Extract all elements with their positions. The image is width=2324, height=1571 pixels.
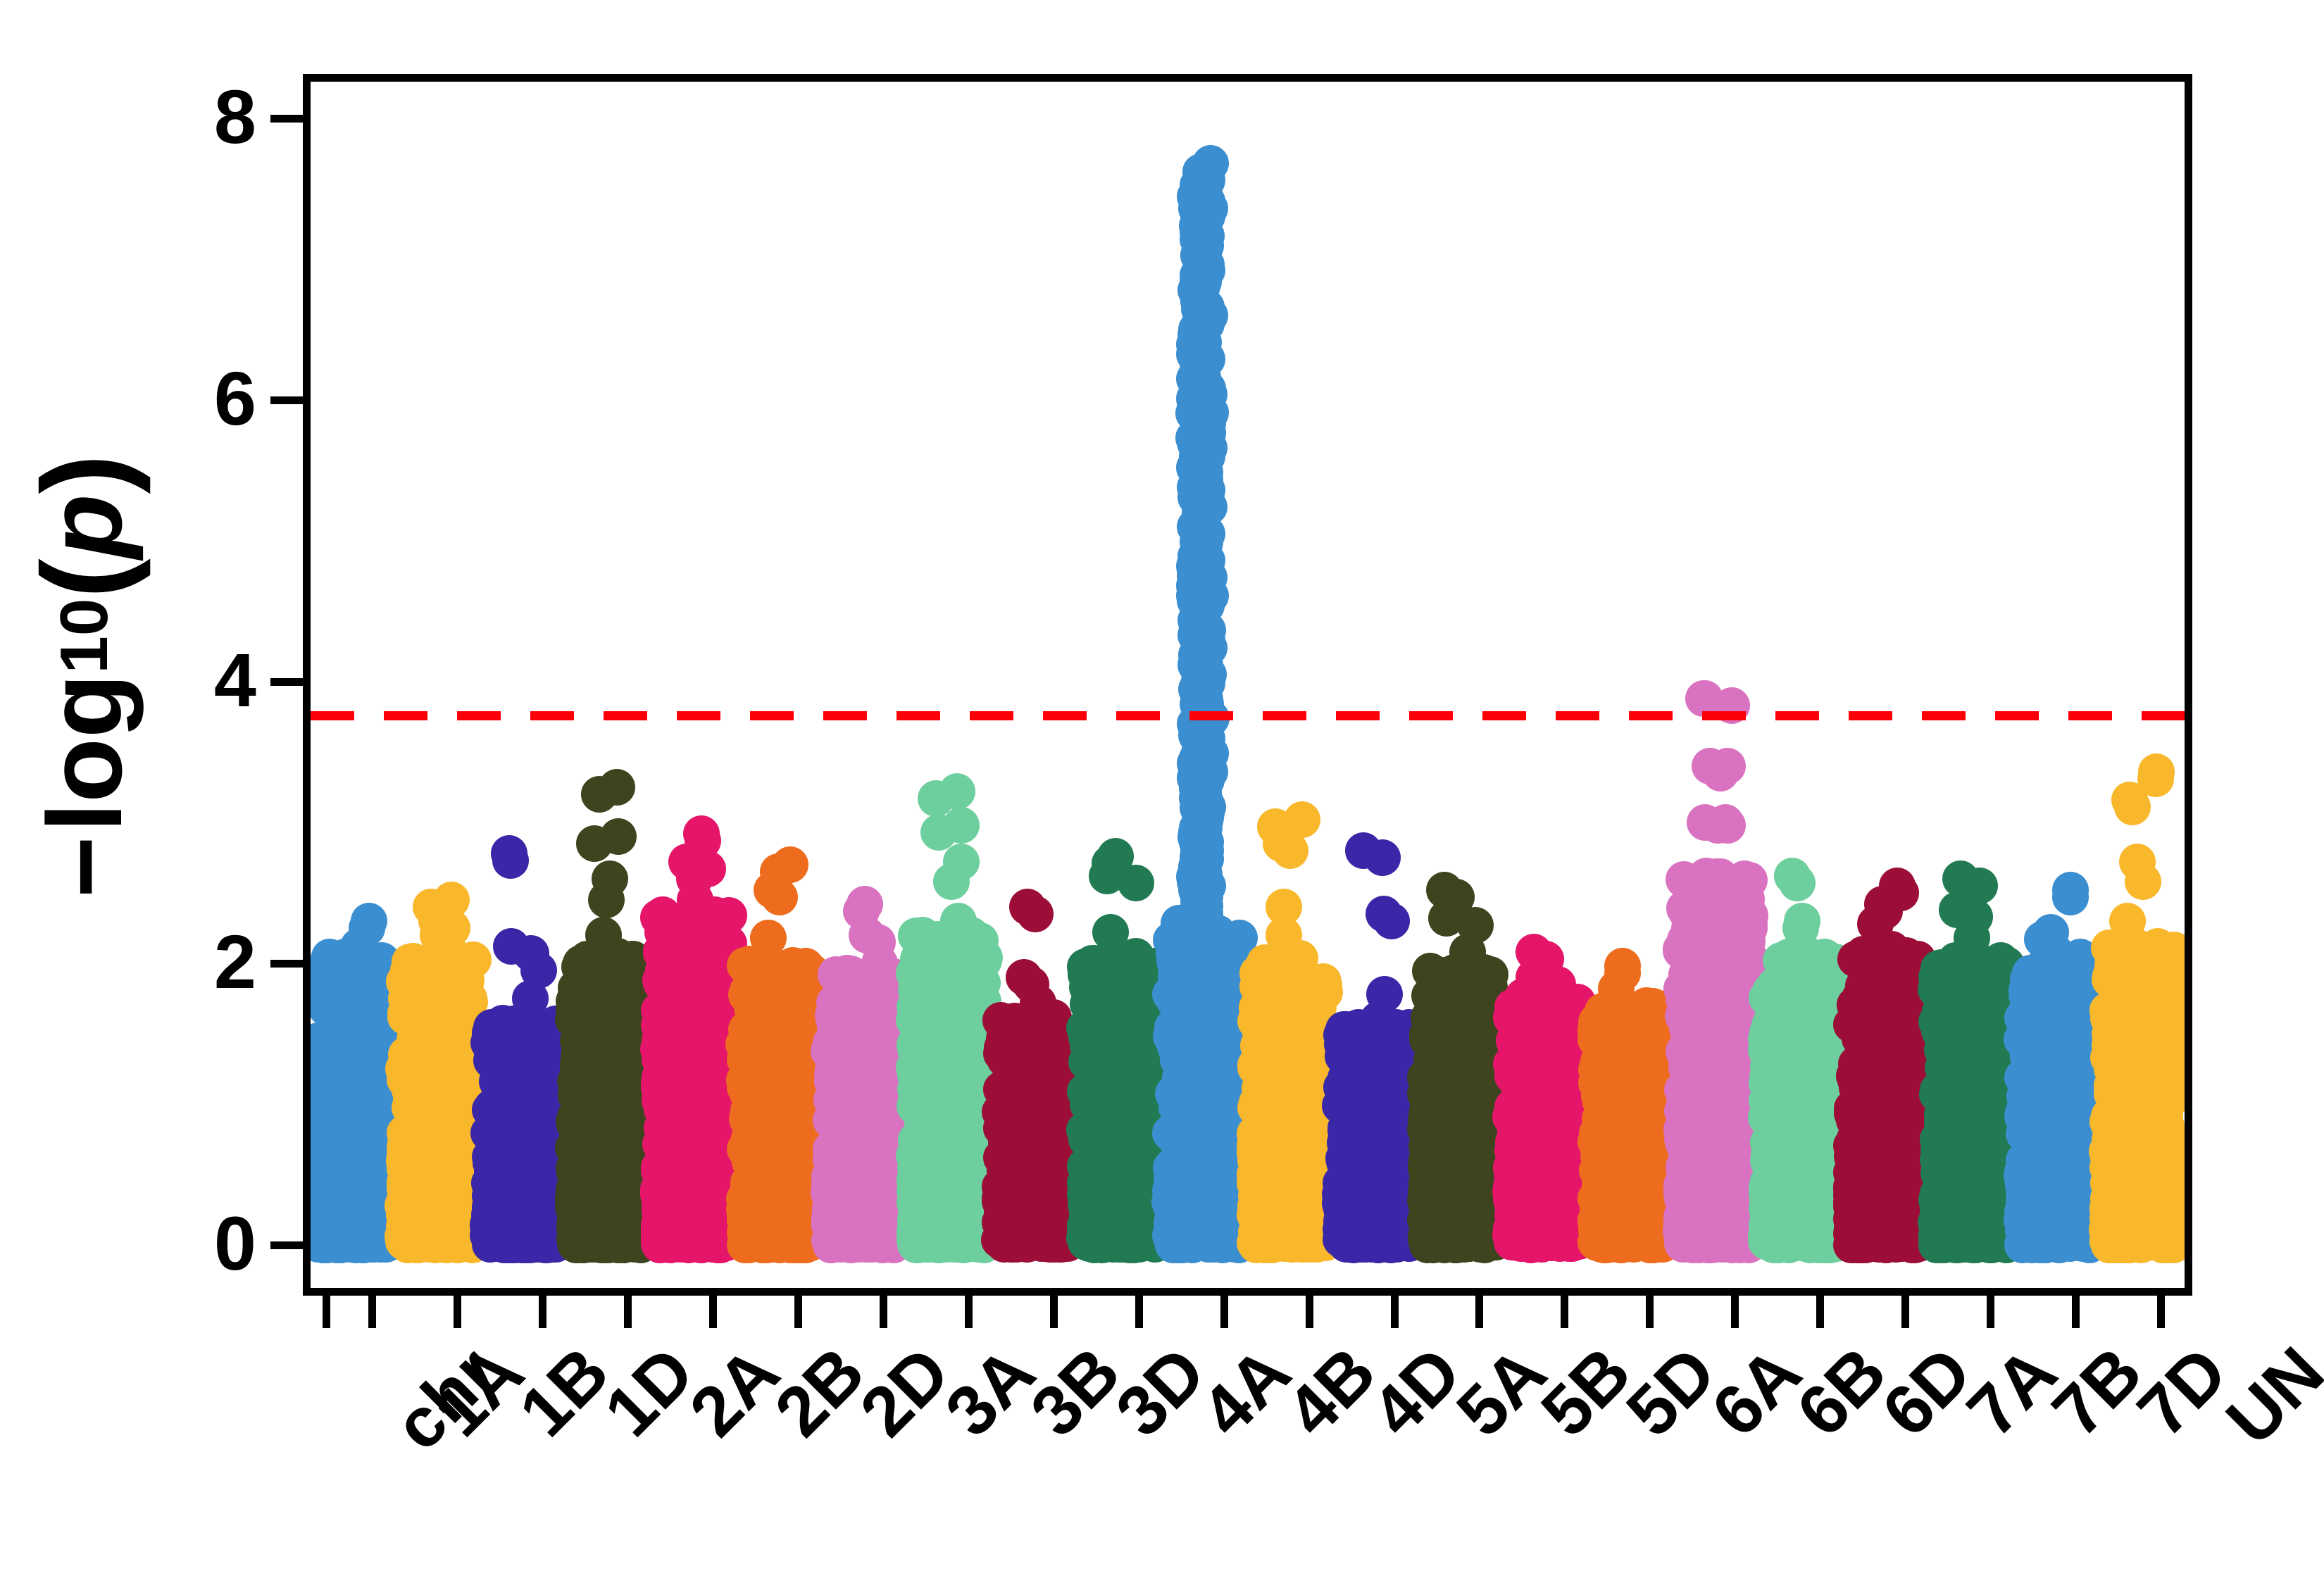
y-axis-open-paren: ( [18, 558, 151, 599]
plot-frame [303, 74, 2192, 1296]
y-axis-tick-mark [270, 960, 303, 968]
x-axis-tick-mark [1305, 1296, 1313, 1328]
y-axis-minus-sign: − [25, 836, 144, 899]
y-axis-tick-label: 4 [213, 637, 256, 722]
scatter-point [653, 989, 690, 1027]
x-axis-tick-mark [2157, 1296, 2166, 1328]
x-axis-tick-mark [879, 1296, 887, 1328]
y-axis-tick-label: 6 [213, 356, 256, 441]
scatter-point [559, 1022, 596, 1060]
scatter-point [587, 882, 625, 918]
x-axis-tick-mark [1049, 1296, 1058, 1328]
x-axis-tick-mark [1731, 1296, 1739, 1328]
scatter-point [336, 938, 373, 975]
scatter-point [646, 1022, 684, 1060]
x-axis-tick-label: UN [2211, 1332, 2324, 1460]
scatter-point [522, 1208, 559, 1246]
scatter-point [485, 1213, 523, 1250]
x-axis-tick-mark [368, 1296, 377, 1328]
scatter-point [595, 1049, 632, 1087]
y-axis-title: − log 10(p) [18, 359, 151, 993]
scatter-point [478, 1063, 516, 1100]
y-axis-tick-label: 8 [213, 74, 256, 159]
y-axis-tick-mark [270, 115, 303, 123]
x-axis-tick-mark [538, 1296, 546, 1328]
scatter-point [761, 879, 798, 915]
scatter-point [339, 1036, 376, 1073]
y-axis-tick-mark [270, 396, 303, 404]
x-axis-tick-mark [454, 1296, 462, 1328]
x-axis-tick-mark [964, 1296, 973, 1328]
x-axis-tick-mark [1390, 1296, 1399, 1328]
y-axis-log-base: 10 [46, 598, 122, 674]
x-axis-tick-mark [1816, 1296, 1825, 1328]
scatter-points-layer [311, 82, 2185, 1288]
scatter-point [581, 776, 618, 813]
scatter-point [415, 959, 452, 996]
scatter-point [739, 1106, 777, 1143]
scatter-point [680, 903, 718, 939]
scatter-point [495, 1179, 532, 1217]
x-axis-tick-mark [1987, 1296, 1995, 1328]
plot-area [311, 82, 2185, 1288]
scatter-point [484, 1004, 521, 1041]
y-axis-tick-mark [270, 1241, 303, 1249]
y-axis-tick-label: 2 [213, 919, 256, 1004]
y-axis-p-variable: p [25, 494, 144, 559]
x-axis-tick-mark [322, 1296, 330, 1328]
scatter-point [575, 825, 613, 862]
scatter-point [595, 1181, 632, 1218]
y-axis-tick-label: 0 [213, 1201, 256, 1286]
scatter-point [403, 1223, 440, 1260]
scatter-point [348, 1176, 385, 1213]
scatter-point [727, 1068, 764, 1106]
x-axis-tick-mark [1135, 1296, 1143, 1328]
scatter-point [751, 945, 789, 982]
x-axis-tick-mark [708, 1296, 717, 1328]
scatter-point [395, 1032, 432, 1070]
scatter-point [325, 1211, 362, 1248]
scatter-point [745, 994, 782, 1031]
scatter-point [511, 980, 549, 1017]
x-axis-tick-mark [1646, 1296, 1654, 1328]
x-axis-tick-mark [623, 1296, 632, 1328]
x-axis-tick-mark [1220, 1296, 1228, 1328]
x-axis-tick-mark [1901, 1296, 1910, 1328]
y-axis-log-text: log [25, 673, 144, 832]
y-axis-close-paren: ) [18, 453, 151, 494]
x-axis-tick-mark [1561, 1296, 1569, 1328]
scatter-point [744, 1208, 782, 1246]
scatter-point [653, 1188, 690, 1225]
y-axis-tick-mark [270, 678, 303, 686]
scatter-point [386, 1163, 423, 1201]
x-axis-tick-mark [1475, 1296, 1484, 1328]
x-axis-tick-mark [2072, 1296, 2080, 1328]
scatter-point [492, 842, 530, 879]
x-axis-tick-mark [794, 1296, 802, 1328]
